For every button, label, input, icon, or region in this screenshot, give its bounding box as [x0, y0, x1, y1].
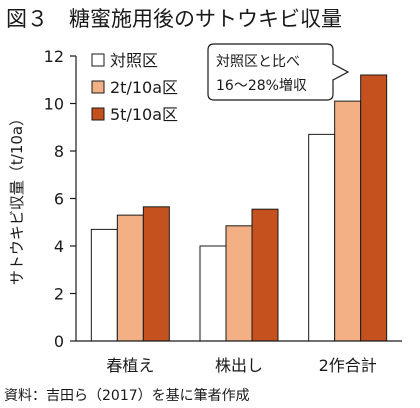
x-category-label: 春植え [106, 356, 154, 375]
y-axis-ticks: 0 2 4 6 8 10 12 [44, 47, 76, 351]
callout-line-1: 対照区と比べ [216, 54, 300, 70]
chart-title: 図３ 糖蜜施用後のサトウキビ収量 [6, 7, 342, 31]
legend-label: 2t/10a区 [110, 78, 178, 97]
legend-swatch [91, 107, 105, 121]
x-category-label: 株出し [215, 356, 263, 375]
y-tick-label: 2 [54, 285, 64, 304]
annotation-callout: 対照区と比べ 16～28%増収 [207, 43, 350, 101]
y-tick-label: 8 [54, 142, 64, 161]
legend-label: 対照区 [110, 51, 158, 70]
bar-0-0 [90, 228, 118, 342]
bar-1-0 [199, 245, 227, 342]
legend-label: 5t/10a区 [110, 105, 178, 124]
y-tick-label: 12 [44, 47, 64, 66]
legend-swatch [91, 53, 105, 67]
bar-0-2 [142, 206, 170, 342]
x-category-label: 2作合計 [319, 356, 377, 375]
y-tick-label: 4 [54, 237, 64, 256]
callout-line-2: 16～28%増収 [216, 78, 307, 94]
bar-1-1 [225, 225, 253, 342]
bar-1-2 [251, 208, 279, 342]
source-note: 資料：吉田ら（2017）を基に筆者作成 [4, 387, 250, 404]
legend-swatch [91, 80, 105, 94]
y-tick-label: 10 [44, 95, 64, 114]
bar-2-0 [308, 133, 336, 342]
bar-2-1 [334, 100, 362, 342]
y-tick-label: 6 [54, 190, 64, 209]
legend: 対照区 2t/10a区 5t/10a区 [91, 51, 178, 124]
x-axis-categories: 春植え 株出し 2作合計 [106, 356, 376, 375]
bar-series [90, 74, 388, 342]
bar-2-2 [360, 74, 388, 342]
y-axis-label: サトウキビ収量（t/10a） [8, 111, 26, 285]
bar-0-1 [116, 214, 144, 342]
y-tick-label: 0 [54, 332, 64, 351]
callout-bubble [207, 43, 350, 101]
